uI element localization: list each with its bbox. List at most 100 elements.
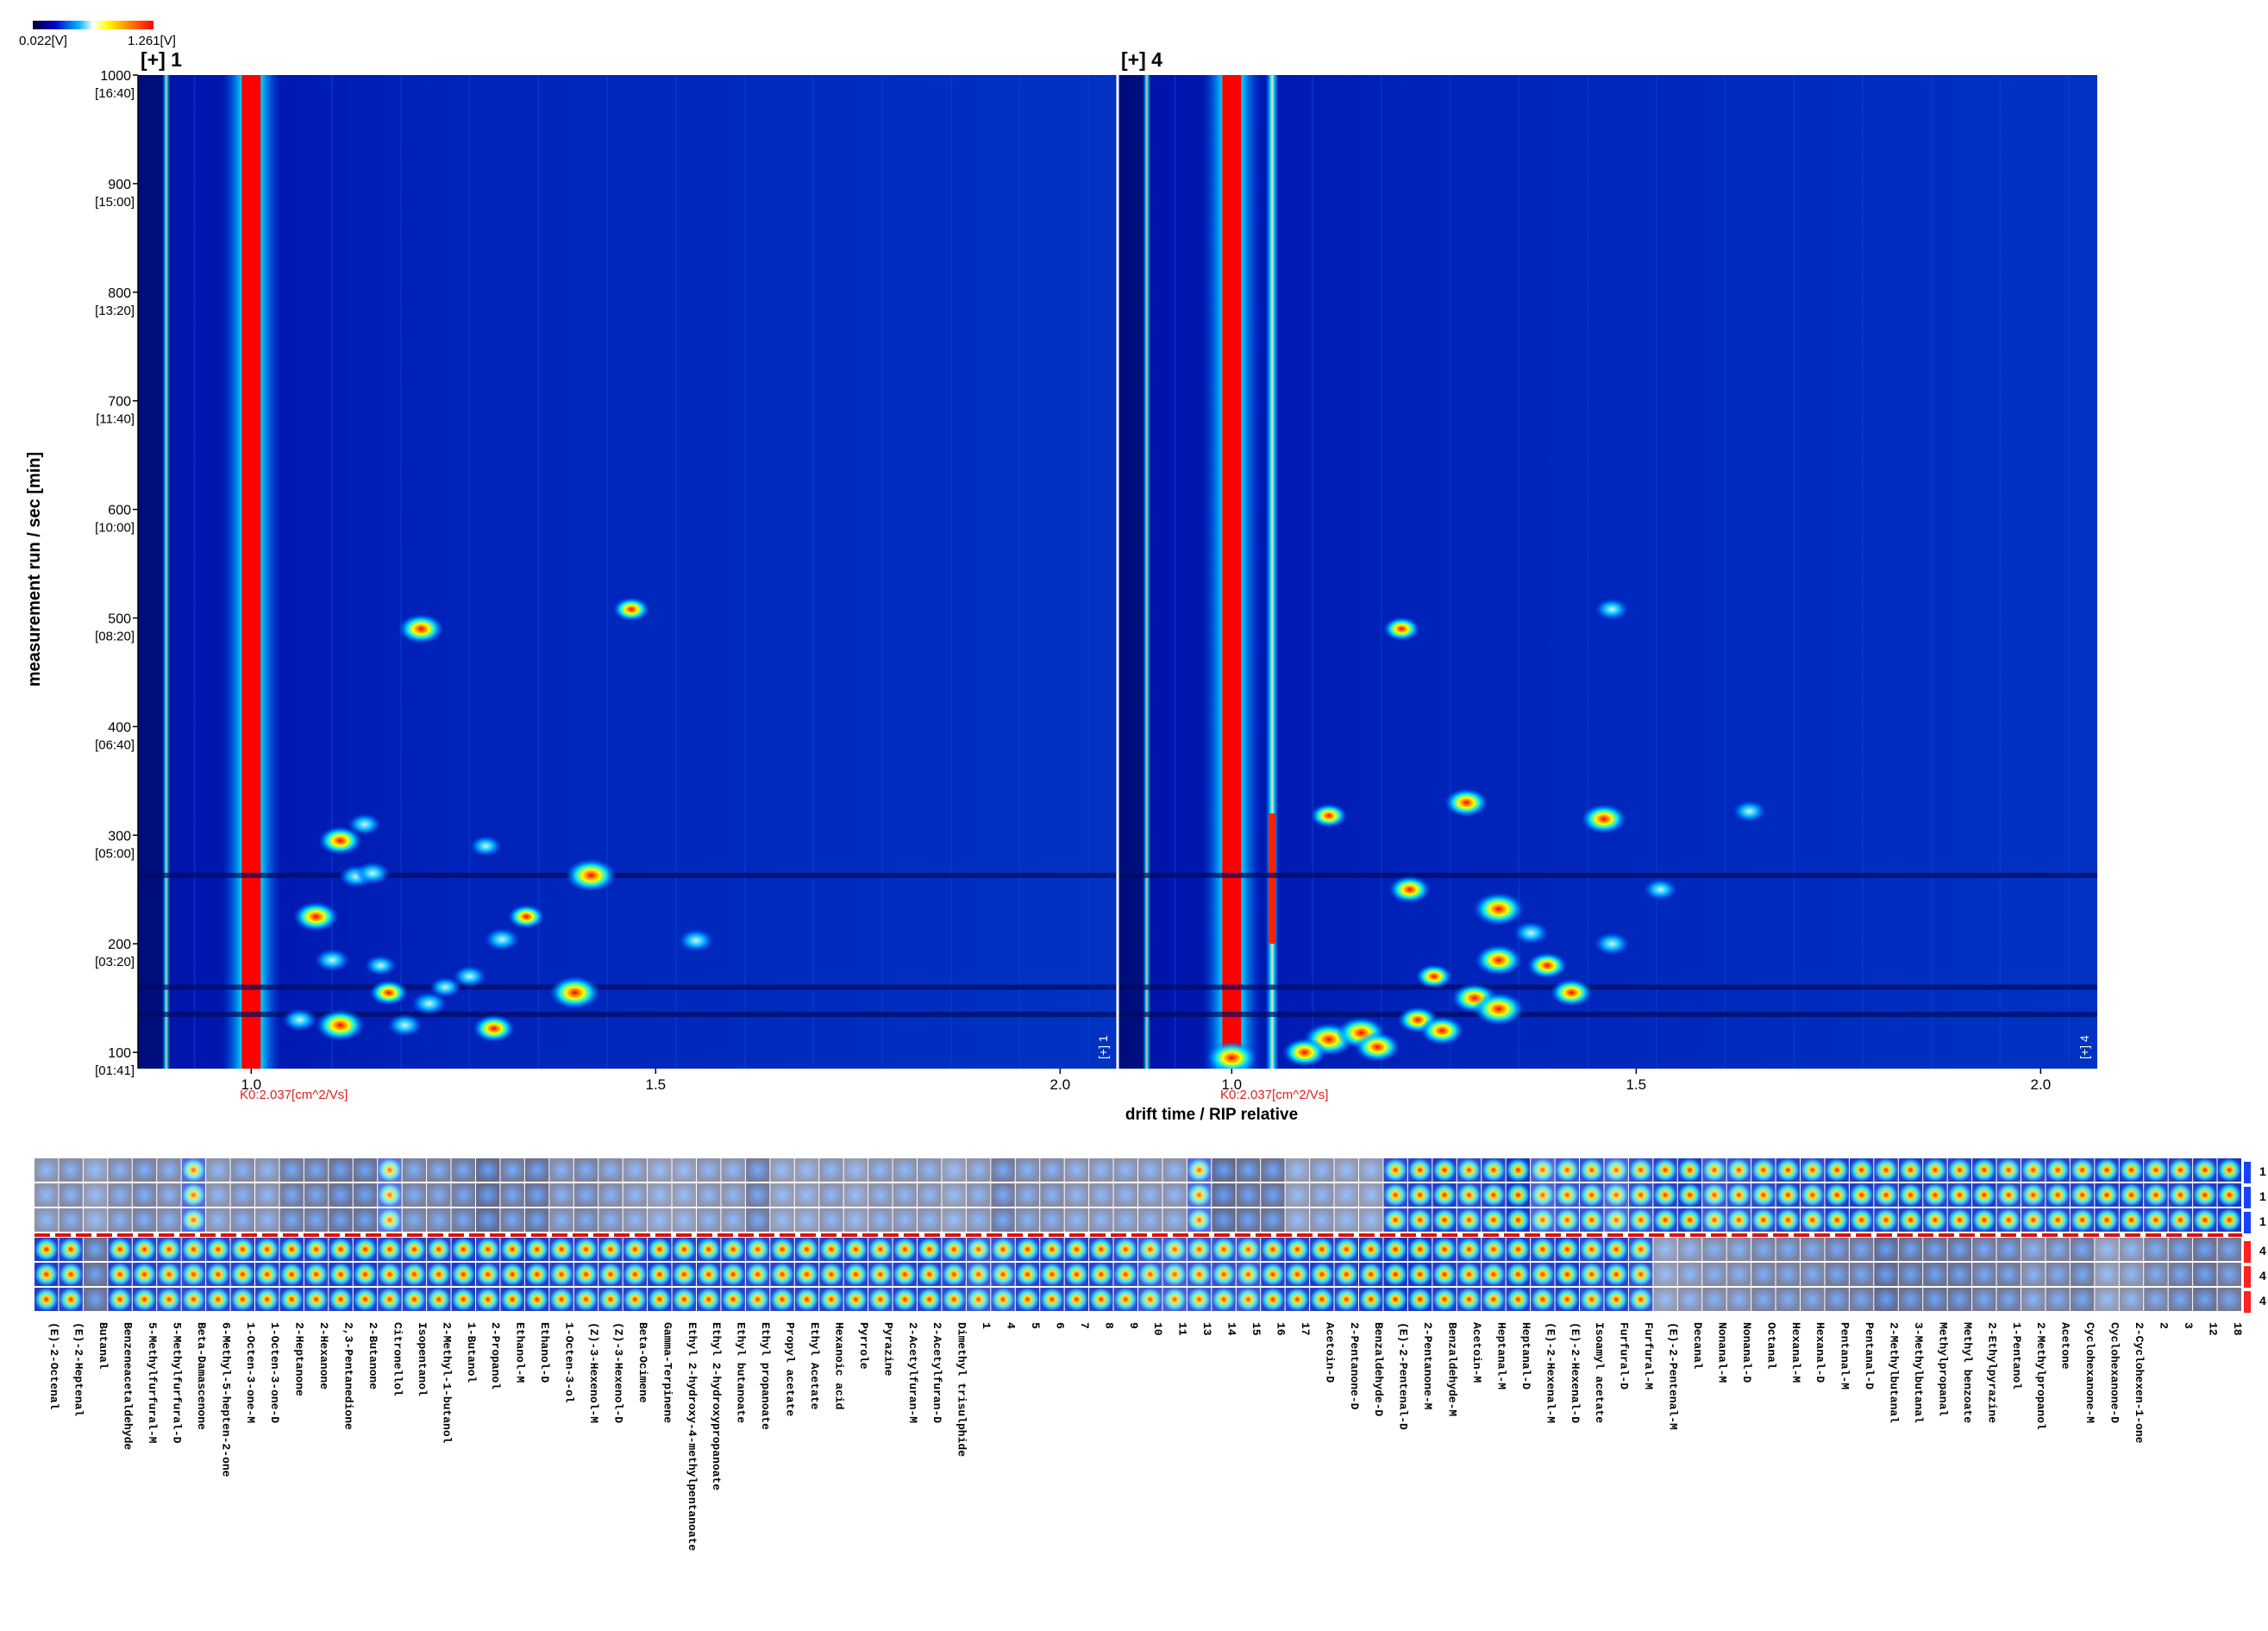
peak-spot — [1382, 616, 1420, 642]
gallery-column-label: Ethyl 2-hydroxypropanoate — [710, 1322, 723, 1490]
gallery-cell — [500, 1158, 524, 1182]
gallery-cell — [304, 1158, 329, 1182]
gallery-cell — [623, 1158, 648, 1182]
gallery-cell — [1702, 1208, 1726, 1232]
gallery-cell — [1482, 1288, 1506, 1311]
gallery-cell — [2144, 1238, 2168, 1261]
gallery-cell — [623, 1263, 648, 1286]
gallery-cell — [132, 1183, 157, 1207]
gallery-cell — [819, 1183, 843, 1207]
gallery-cell — [1432, 1183, 1457, 1207]
gallery-cell — [2095, 1263, 2119, 1286]
gallery-cell — [573, 1288, 598, 1311]
gallery-column-label: Ethyl Acetate — [808, 1322, 821, 1410]
gallery-cell — [34, 1238, 59, 1261]
gallery-cell — [598, 1158, 623, 1182]
gallery-cell — [697, 1238, 721, 1261]
gallery-cell — [1677, 1288, 1702, 1311]
peak-spot — [469, 835, 502, 856]
gallery-cell — [353, 1183, 378, 1207]
gallery-cell — [206, 1288, 230, 1311]
gallery-column-label: 2-Ethylpyrazine — [1985, 1322, 1998, 1423]
gallery-cell — [2070, 1158, 2095, 1182]
gallery-cell — [697, 1288, 721, 1311]
pre-rip-line — [161, 75, 171, 1069]
gallery-cell — [1531, 1288, 1555, 1311]
colorbar-gradient — [33, 21, 153, 29]
gallery-cell — [2119, 1288, 2144, 1311]
gallery-column-label: 5 — [1029, 1322, 1042, 1329]
gallery-cell — [1801, 1208, 1825, 1232]
gallery-cell — [279, 1263, 304, 1286]
gallery-cell — [1261, 1288, 1285, 1311]
gallery-column-label: 3 — [2182, 1322, 2195, 1329]
gallery-cell — [2046, 1263, 2070, 1286]
gallery-cell — [1726, 1183, 1751, 1207]
gallery-cell — [1580, 1158, 1604, 1182]
gallery-cell — [672, 1208, 696, 1232]
gallery-cell — [697, 1263, 721, 1286]
gallery-cell — [378, 1238, 402, 1261]
gallery-cell — [1482, 1183, 1506, 1207]
gallery-cell — [1383, 1263, 1407, 1286]
gallery-cell — [1261, 1208, 1285, 1232]
gallery-cell — [2168, 1158, 2193, 1182]
gallery-cell — [648, 1158, 672, 1182]
gallery-cell — [1849, 1238, 1874, 1261]
gallery-cell — [157, 1158, 181, 1182]
gallery-cell — [1482, 1238, 1506, 1261]
peak-spot — [317, 825, 363, 856]
gallery-cell — [353, 1263, 378, 1286]
gallery-cell — [1113, 1263, 1137, 1286]
gallery-column-label: Benzeneacetaldehyde — [122, 1322, 135, 1450]
x-tick-label: 2.0 — [1050, 1076, 1071, 1093]
gallery-cell — [34, 1263, 59, 1286]
gallery-column-label: Acetoin-D — [1323, 1322, 1336, 1383]
gallery-cell — [304, 1208, 329, 1232]
gallery-cell — [2070, 1288, 2095, 1311]
gallery-cell — [1801, 1238, 1825, 1261]
row-color-tag — [2244, 1162, 2251, 1183]
peak-spot — [292, 901, 340, 932]
gallery-cell — [893, 1288, 917, 1311]
gallery-cell — [1482, 1208, 1506, 1232]
gallery-cell — [1628, 1158, 1653, 1182]
gallery-cell — [1996, 1238, 2021, 1261]
y-sub-label: [05:00] — [95, 846, 135, 861]
gallery-cell — [402, 1208, 427, 1232]
gallery-cell — [34, 1208, 59, 1232]
gallery-cell — [1996, 1208, 2021, 1232]
gallery-cell — [1187, 1158, 1212, 1182]
gallery-cell — [402, 1238, 427, 1261]
peak-spot — [1526, 951, 1568, 979]
gallery-cell — [1359, 1208, 1383, 1232]
gallery-cell — [1801, 1263, 1825, 1286]
gallery-cell — [1407, 1208, 1432, 1232]
peak-spot — [612, 597, 650, 622]
gallery-column-label: Ethyl butanoate — [735, 1322, 748, 1423]
gallery-cell — [1407, 1183, 1432, 1207]
gallery-cell — [1040, 1288, 1064, 1311]
gallery-cell — [598, 1183, 623, 1207]
gallery-cell — [1898, 1263, 1923, 1286]
peak-spot — [429, 976, 461, 998]
gallery-cell — [1432, 1208, 1457, 1232]
gallery-cell — [2021, 1208, 2046, 1232]
row-color-tag — [2244, 1241, 2251, 1263]
gallery-cell — [1212, 1263, 1236, 1286]
gallery-cell — [378, 1183, 402, 1207]
gallery-cell — [2119, 1183, 2144, 1207]
gallery-cell — [1874, 1263, 1898, 1286]
gallery-cell — [230, 1158, 254, 1182]
gallery-cell — [2070, 1208, 2095, 1232]
x-tick-label: 2.0 — [2031, 1076, 2052, 1093]
gallery-cell — [1531, 1263, 1555, 1286]
gallery-cell — [942, 1183, 966, 1207]
gallery-cell — [1653, 1263, 1677, 1286]
peak-spot — [548, 975, 601, 1010]
gallery-cell — [1996, 1263, 2021, 1286]
gallery-cell — [108, 1158, 132, 1182]
gallery-cell — [1825, 1238, 1849, 1261]
gallery-row-label: 1 — [2259, 1189, 2266, 1203]
gallery-cell — [697, 1158, 721, 1182]
